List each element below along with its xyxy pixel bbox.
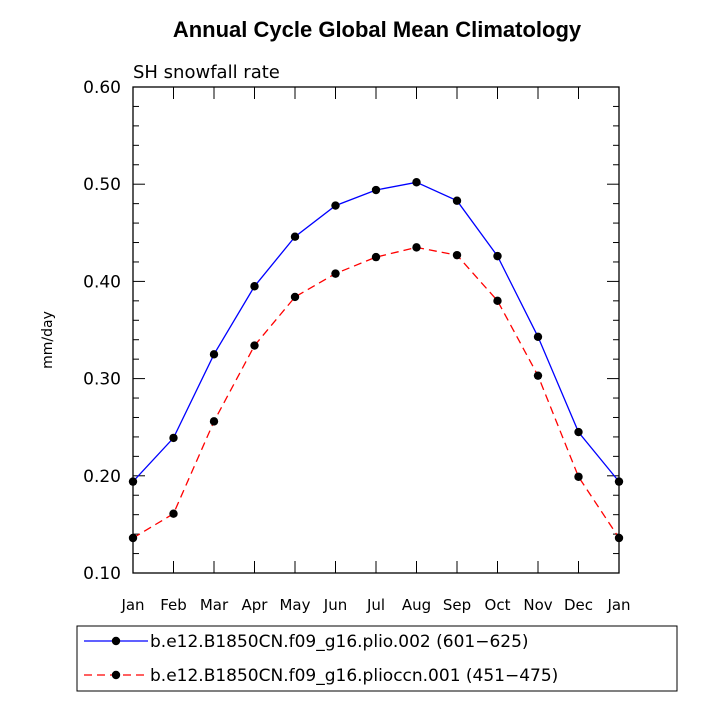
data-point <box>533 332 543 342</box>
y-tick-label: 0.40 <box>83 272 121 292</box>
data-point <box>574 472 583 481</box>
data-point <box>493 251 502 261</box>
data-point <box>169 433 178 443</box>
data-point <box>290 232 300 241</box>
x-tick-label: Jan <box>120 596 144 614</box>
x-tick-label: Jul <box>366 596 385 614</box>
data-point <box>331 269 340 278</box>
data-point <box>614 533 624 543</box>
x-tick-label: Mar <box>200 596 229 614</box>
x-tick-label: Jan <box>606 596 630 614</box>
x-tick-label: May <box>279 596 310 614</box>
x-tick-label: Nov <box>523 596 552 614</box>
legend: b.e12.B1850CN.f09_g16.plio.002 (601−625)… <box>76 625 678 692</box>
data-point <box>371 185 381 195</box>
x-tick-label: Oct <box>485 596 511 614</box>
x-tick-label: Apr <box>242 596 269 614</box>
chart-subtitle: SH snowfall rate <box>133 62 280 83</box>
plot-frame <box>132 86 620 574</box>
plot-area: 0.10 0.20 0.30 0.40 0.50 0.60 Jan Feb Mar Apr May J… <box>83 78 630 614</box>
y-tick-label: 0.10 <box>83 564 121 584</box>
data-point <box>209 417 219 426</box>
series-line-2 <box>132 246 620 539</box>
x-tick-label: Dec <box>564 596 593 614</box>
y-axis-label: mm/day <box>40 311 56 369</box>
y-tick-label: 0.30 <box>83 370 121 390</box>
x-tick-label: Aug <box>402 596 431 614</box>
data-point <box>331 201 340 210</box>
legend-marker-2 <box>111 670 121 680</box>
data-point <box>412 178 421 187</box>
data-point <box>128 477 138 486</box>
x-tick-label: Feb <box>160 596 187 614</box>
data-point <box>412 243 421 252</box>
data-point <box>371 252 381 262</box>
chart-title: Annual Cycle Global Mean Climatology <box>173 17 582 42</box>
data-point <box>169 509 178 518</box>
data-point <box>493 296 502 306</box>
data-point <box>614 477 624 486</box>
series-line-1 <box>132 181 620 483</box>
data-point <box>250 282 259 291</box>
data-point <box>452 196 462 205</box>
data-point <box>452 250 462 260</box>
y-tick-label: 0.20 <box>83 467 121 487</box>
x-tick-label: Sep <box>443 596 471 614</box>
y-tick-label: 0.60 <box>83 78 121 98</box>
data-point <box>290 292 300 302</box>
data-point <box>128 533 138 543</box>
data-point <box>533 371 543 380</box>
legend-label-1: b.e12.B1850CN.f09_g16.plio.002 (601−625) <box>150 632 529 652</box>
legend-label-2: b.e12.B1850CN.f09_g16.plioccn.001 (451−4… <box>150 666 558 686</box>
legend-box <box>76 625 678 692</box>
data-point <box>209 350 219 359</box>
legend-marker-1 <box>111 636 121 646</box>
x-tick-label: Jun <box>323 596 347 614</box>
y-tick-label: 0.50 <box>83 175 121 195</box>
data-point <box>574 427 583 437</box>
data-point <box>250 341 259 350</box>
